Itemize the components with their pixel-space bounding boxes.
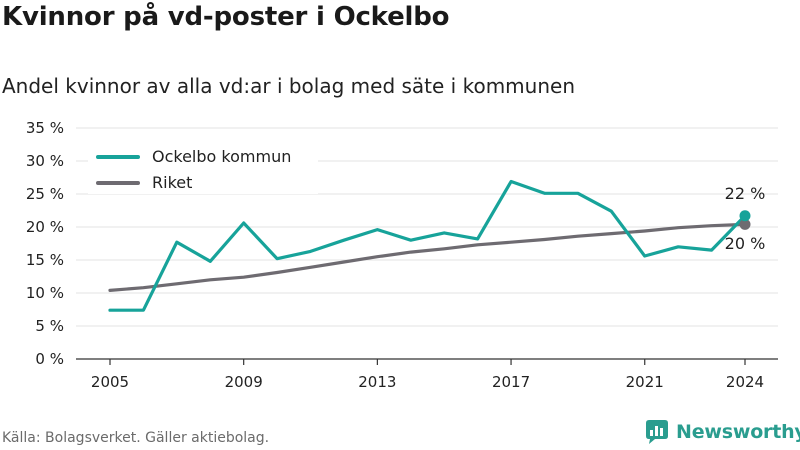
chart-title: Kvinnor på vd-poster i Ockelbo — [2, 2, 450, 32]
y-tick-label: 10 % — [26, 284, 64, 302]
newsworthy-logo: Newsworthy — [644, 419, 800, 445]
end-labels: 22 % 20 % — [725, 184, 766, 253]
y-tick-label: 35 % — [26, 119, 64, 137]
brand-name: Newsworthy — [676, 421, 800, 443]
x-tick-label: 2013 — [358, 373, 396, 391]
x-tick-label: 2009 — [225, 373, 263, 391]
y-tick-label: 30 % — [26, 152, 64, 170]
end-label-ockelbo-kommun: 22 % — [725, 184, 766, 203]
y-tick-label: 0 % — [35, 350, 64, 368]
series-line-ockelbo-kommun — [108, 179, 747, 312]
x-tick-label: 2021 — [626, 373, 664, 391]
newsworthy-logo-icon — [646, 420, 668, 444]
source-note: Källa: Bolagsverket. Gäller aktiebolag. — [2, 430, 270, 446]
series-layer — [108, 179, 751, 312]
x-tick-label: 2024 — [726, 373, 764, 391]
y-tick-label: 20 % — [26, 218, 64, 236]
legend: Ockelbo kommun Riket — [88, 140, 318, 194]
series-line-riket — [108, 222, 747, 292]
y-tick-label: 15 % — [26, 251, 64, 269]
end-point-ockelbo-kommun — [739, 210, 751, 222]
y-tick-label: 25 % — [26, 185, 64, 203]
axis-layer: 0 % 5 % 10 % 15 % 20 % 25 % 30 % 35 % 2005 2009 20… — [26, 119, 778, 391]
chart-subtitle: Andel kvinnor av alla vd:ar i bolag med … — [2, 74, 575, 98]
end-label-riket: 20 % — [725, 234, 766, 253]
x-tick-label: 2017 — [492, 373, 530, 391]
end-point-riket — [739, 218, 751, 230]
legend-label-ockelbo-kommun: Ockelbo kommun — [152, 147, 291, 166]
x-tick-label: 2005 — [91, 373, 129, 391]
y-tick-label: 5 % — [35, 317, 64, 335]
legend-label-riket: Riket — [152, 173, 192, 192]
